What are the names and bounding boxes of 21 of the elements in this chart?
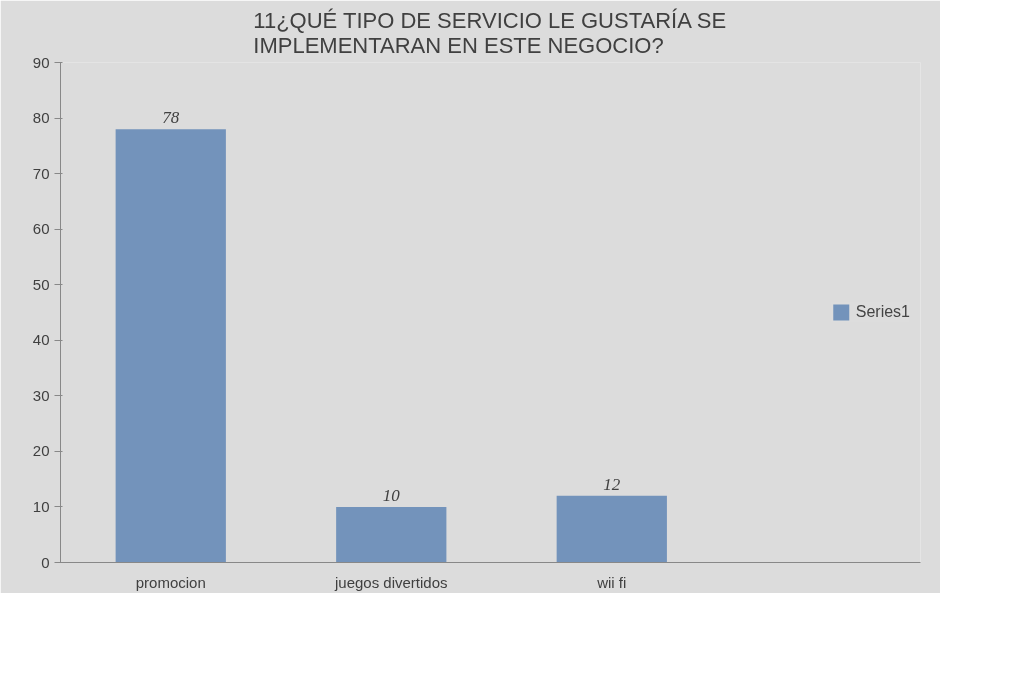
bar <box>556 495 667 563</box>
bar <box>115 129 226 563</box>
x-tick-label: wii fi <box>596 573 627 591</box>
y-tick-label: 30 <box>32 386 50 404</box>
data-label: 10 <box>382 485 401 505</box>
y-tick-label: 80 <box>32 109 50 127</box>
y-tick-label: 10 <box>32 497 50 515</box>
y-tick-label: 60 <box>32 220 50 238</box>
y-tick-label: 20 <box>32 442 50 460</box>
x-tick-label: promocion <box>135 573 206 591</box>
y-tick-label: 90 <box>32 53 50 71</box>
y-tick-label: 0 <box>41 553 50 571</box>
x-tick-label: juegos divertidos <box>333 573 448 591</box>
chart-title: 11¿QUÉ TIPO DE SERVICIO LE GUSTARÍA SE IMPLEMENTARAN EN ESTE NEGOCIO? <box>253 7 727 58</box>
y-tick-label: 50 <box>32 275 50 293</box>
legend-label: Series1 <box>855 303 910 321</box>
data-label: 78 <box>162 108 180 128</box>
y-tick-label: 40 <box>32 331 50 349</box>
data-label: 12 <box>603 474 621 494</box>
bar <box>336 506 447 563</box>
y-tick-label: 70 <box>32 164 50 182</box>
